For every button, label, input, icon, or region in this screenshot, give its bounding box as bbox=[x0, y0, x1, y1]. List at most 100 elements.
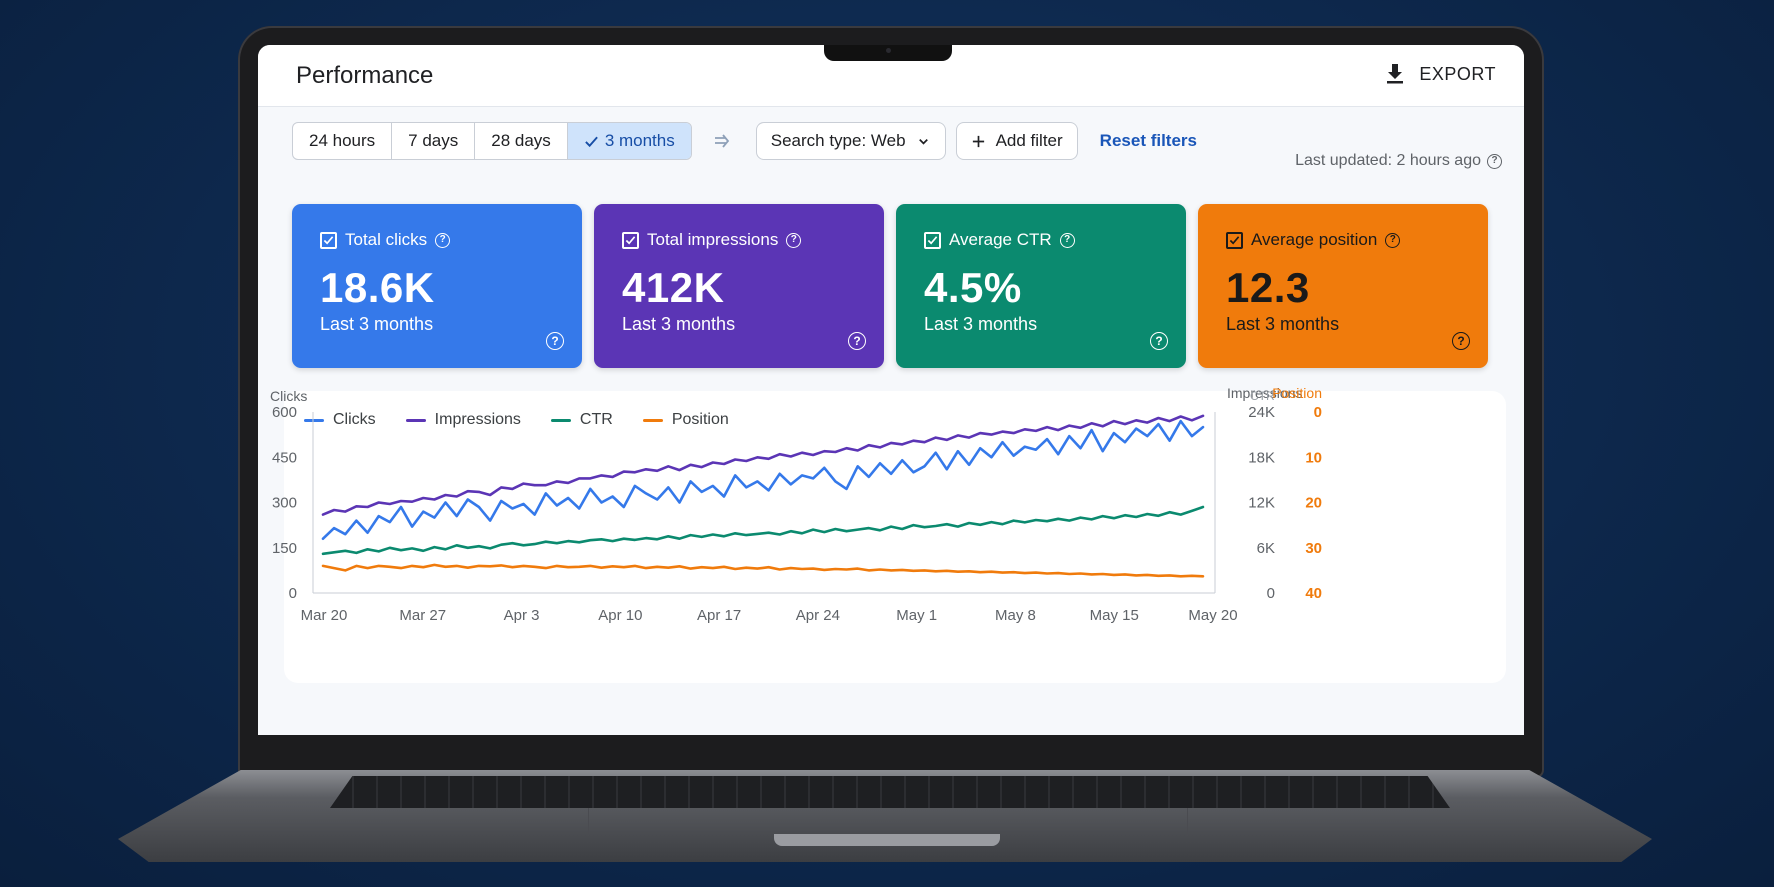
right-axis-label-ctr: CTR bbox=[1250, 389, 1275, 403]
x-tick-label: Apr 10 bbox=[598, 607, 642, 624]
download-icon bbox=[1387, 64, 1404, 84]
metric-period: Last 3 months bbox=[320, 314, 434, 334]
help-circle-icon[interactable]: ? bbox=[1059, 232, 1075, 248]
x-tick-label: May 20 bbox=[1188, 607, 1237, 624]
metric-card-average-position[interactable]: Average position? 12.3 Last 3 months ? bbox=[1198, 204, 1488, 368]
search-type-label: Search type: Web bbox=[770, 131, 906, 150]
legend-label: Clicks bbox=[333, 411, 376, 428]
right-tick-label-position: 30 bbox=[1305, 540, 1322, 557]
export-label: EXPORT bbox=[1419, 63, 1496, 84]
series-line-clicks bbox=[321, 419, 1205, 541]
left-tick-label: 300 bbox=[272, 495, 297, 512]
right-tick-label-impressions: 0 bbox=[1267, 585, 1275, 602]
left-tick-label: 450 bbox=[272, 449, 297, 466]
checkbox-icon[interactable] bbox=[924, 231, 941, 249]
app-screen: Performance EXPORT 24 hours 7 days 28 da… bbox=[258, 45, 1524, 735]
x-tick-label: Apr 3 bbox=[504, 607, 540, 624]
legend-label: CTR bbox=[579, 411, 613, 428]
date-range-selector: 24 hours 7 days 28 days 3 months bbox=[292, 122, 692, 160]
chart-legend: Clicks Impressions CTR Position bbox=[304, 411, 729, 429]
metric-period: Last 3 months bbox=[924, 314, 1038, 334]
page-title: Performance bbox=[296, 62, 434, 89]
metric-label: Total clicks bbox=[345, 230, 428, 249]
trackpad bbox=[588, 808, 1188, 836]
metric-card-total-impressions[interactable]: Total impressions? 412K Last 3 months ? bbox=[594, 204, 884, 368]
search-type-dropdown[interactable]: Search type: Web bbox=[755, 122, 946, 160]
date-range-label: 7 days bbox=[408, 131, 459, 150]
chevron-down-icon bbox=[918, 138, 928, 145]
add-filter-label: Add filter bbox=[995, 131, 1063, 150]
right-tick-label-impressions: 6K bbox=[1257, 540, 1275, 557]
arrow-right-icon[interactable] bbox=[712, 132, 732, 150]
metric-value: 412K bbox=[622, 264, 725, 311]
date-range-7-days[interactable]: 7 days bbox=[392, 123, 476, 159]
reset-filters-link[interactable]: Reset filters bbox=[1099, 131, 1197, 150]
right-tick-label-position: 0 bbox=[1314, 404, 1322, 421]
right-tick-label-position: 40 bbox=[1305, 585, 1322, 602]
date-range-label: 3 months bbox=[604, 131, 675, 150]
date-range-24-hours[interactable]: 24 hours bbox=[293, 123, 393, 159]
legend-item-clicks[interactable]: Clicks bbox=[304, 411, 376, 429]
x-tick-label: Mar 20 bbox=[301, 607, 348, 624]
help-circle-icon[interactable]: ? bbox=[1487, 153, 1502, 169]
date-range-label: 24 hours bbox=[309, 131, 376, 150]
last-updated: Last updated: 2 hours ago ? bbox=[1295, 152, 1502, 170]
chart-panel bbox=[284, 391, 1506, 683]
metric-card-total-clicks[interactable]: Total clicks? 18.6K Last 3 months ? bbox=[292, 204, 582, 368]
help-circle-icon[interactable]: ? bbox=[786, 232, 802, 248]
right-tick-label-position: 20 bbox=[1305, 495, 1322, 512]
right-tick-label-impressions: 18K bbox=[1248, 449, 1275, 466]
series-line-ctr bbox=[321, 505, 1205, 556]
x-tick-label: May 8 bbox=[995, 607, 1036, 624]
date-range-28-days[interactable]: 28 days bbox=[475, 123, 568, 159]
help-circle-icon[interactable]: ? bbox=[1150, 332, 1168, 350]
series-line-position bbox=[321, 563, 1205, 578]
help-circle-icon[interactable]: ? bbox=[435, 232, 451, 248]
metric-value: 12.3 bbox=[1226, 264, 1310, 311]
camera-notch bbox=[824, 45, 952, 61]
legend-label: Position bbox=[671, 411, 729, 428]
help-circle-icon[interactable]: ? bbox=[1385, 232, 1401, 248]
x-tick-label: May 15 bbox=[1090, 607, 1139, 624]
x-tick-label: Apr 24 bbox=[796, 607, 840, 624]
legend-item-impressions[interactable]: Impressions bbox=[405, 411, 521, 429]
export-button[interactable]: EXPORT bbox=[1385, 63, 1496, 85]
check-icon bbox=[585, 136, 598, 147]
right-tick-label-position: 10 bbox=[1305, 449, 1322, 466]
metric-period: Last 3 months bbox=[1226, 314, 1340, 334]
date-range-3-months[interactable]: 3 months bbox=[567, 123, 691, 159]
help-circle-icon[interactable]: ? bbox=[848, 332, 866, 350]
series-line-impressions bbox=[321, 414, 1205, 516]
x-tick-label: May 1 bbox=[896, 607, 937, 624]
metric-card-average-ctr[interactable]: Average CTR? 4.5% Last 3 months ? bbox=[896, 204, 1186, 368]
date-range-label: 28 days bbox=[491, 131, 551, 150]
x-tick-label: Apr 17 bbox=[697, 607, 741, 624]
metric-value: 18.6K bbox=[320, 264, 435, 311]
metric-label: Average CTR bbox=[949, 230, 1052, 249]
webcam-icon bbox=[886, 48, 891, 53]
right-axis-label-impressions: Impressions bbox=[1227, 385, 1302, 401]
legend-label: Impressions bbox=[434, 411, 521, 428]
checkbox-icon[interactable] bbox=[1226, 231, 1243, 249]
legend-item-position[interactable]: Position bbox=[642, 411, 729, 429]
keyboard bbox=[330, 776, 1450, 808]
left-tick-label: 150 bbox=[272, 540, 297, 557]
left-tick-label: 600 bbox=[272, 404, 297, 421]
metric-label: Total impressions bbox=[647, 230, 779, 249]
right-tick-label-impressions: 12K bbox=[1248, 495, 1275, 512]
right-tick-label-impressions: 24K bbox=[1248, 404, 1275, 421]
left-axis-label: Clicks bbox=[270, 388, 307, 404]
metric-label: Average position bbox=[1251, 230, 1378, 249]
checkbox-icon[interactable] bbox=[622, 231, 639, 249]
checkbox-icon[interactable] bbox=[320, 231, 337, 249]
x-tick-label: Mar 27 bbox=[399, 607, 446, 624]
right-axis-label-position: Position bbox=[1272, 385, 1322, 401]
performance-chart: Clicks6004503001500ImpressionsCTRPositio… bbox=[270, 385, 1322, 624]
laptop-lip bbox=[774, 834, 1000, 846]
add-filter-button[interactable]: Add filter bbox=[955, 122, 1078, 160]
filter-bar: 24 hours 7 days 28 days 3 months Search … bbox=[292, 122, 1197, 160]
legend-item-ctr[interactable]: CTR bbox=[550, 411, 613, 429]
help-circle-icon[interactable]: ? bbox=[546, 332, 564, 350]
metric-period: Last 3 months bbox=[622, 314, 736, 334]
help-circle-icon[interactable]: ? bbox=[1452, 332, 1470, 350]
